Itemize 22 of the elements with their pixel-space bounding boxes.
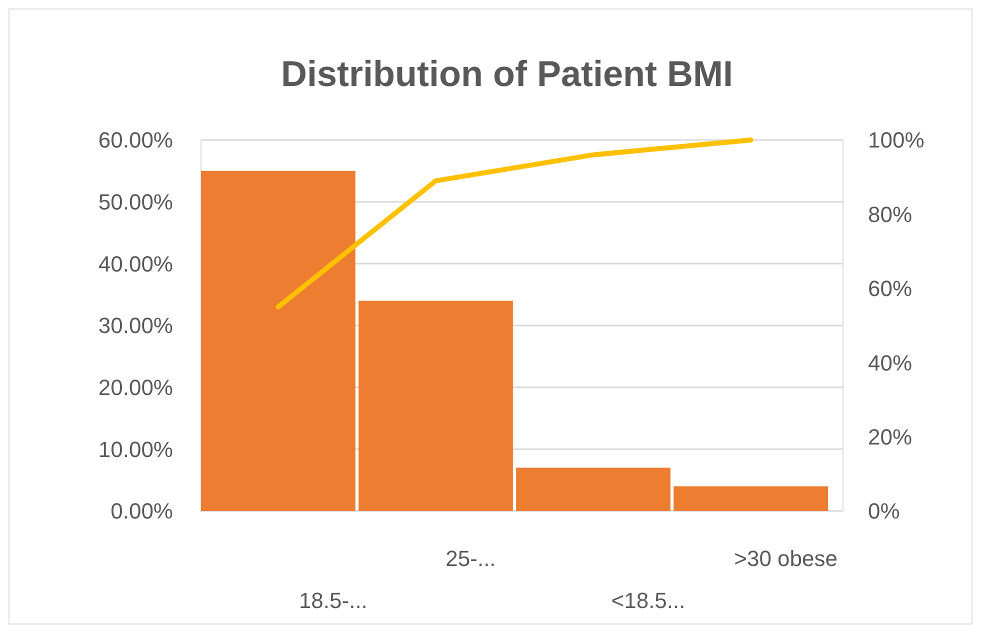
y-tick-label: 50.00%	[98, 190, 173, 215]
y2-tick-label: 0%	[868, 498, 900, 524]
y2-tick-label: 80%	[868, 202, 912, 227]
bar	[358, 300, 513, 511]
x-tick-label: <18.5...	[611, 588, 686, 613]
x-tick-label: 18.5-...	[298, 588, 368, 613]
y2-tick-label: 100%	[868, 128, 924, 153]
y-tick-label: 20.00%	[98, 375, 173, 400]
bar	[516, 468, 670, 511]
y2-tick-label: 40%	[868, 350, 912, 376]
y2-tick-label: 60%	[868, 276, 912, 302]
bar	[674, 486, 828, 511]
y-tick-label: 30.00%	[98, 313, 173, 338]
x-tick-label: 25-...	[446, 546, 496, 571]
y-tick-label: 0.00%	[110, 498, 173, 524]
x-tick-label: >30 obese	[734, 546, 838, 571]
bar	[201, 170, 356, 511]
y-tick-label: 60.00%	[98, 128, 173, 153]
chart-title: Distribution of Patient BMI	[281, 53, 733, 94]
y2-tick-label: 20%	[868, 424, 912, 450]
y-tick-label: 40.00%	[98, 251, 173, 276]
y-tick-label: 10.00%	[98, 436, 173, 462]
